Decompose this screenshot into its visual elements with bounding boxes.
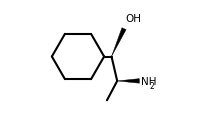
Text: 2: 2 (149, 81, 154, 90)
Text: NH: NH (141, 76, 157, 86)
Polygon shape (111, 28, 126, 57)
Polygon shape (117, 79, 139, 83)
Text: OH: OH (125, 14, 141, 24)
